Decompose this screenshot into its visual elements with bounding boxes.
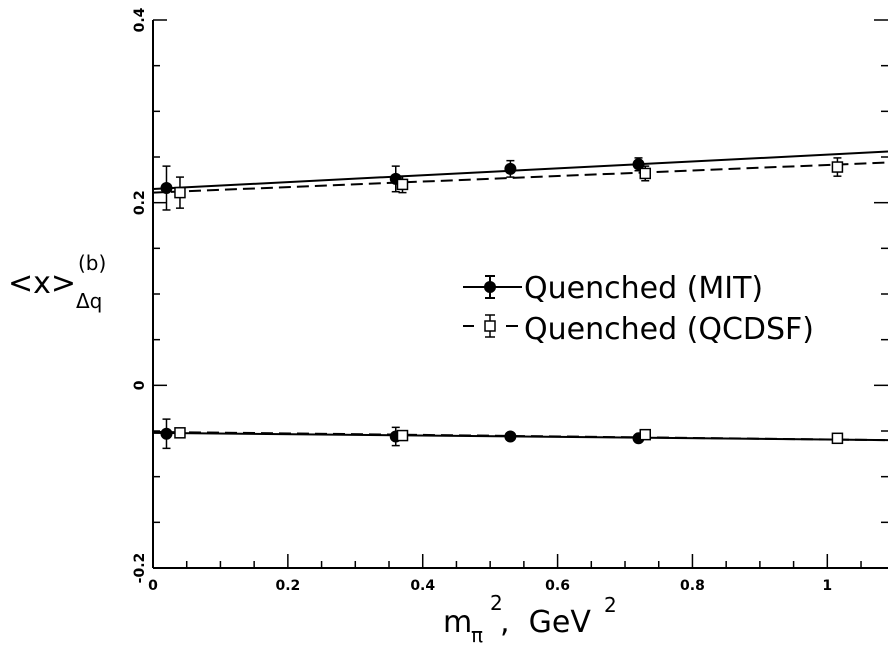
point-qcdsf	[174, 427, 186, 439]
x-label-sub: π	[471, 623, 483, 647]
point-qcdsf	[174, 176, 186, 209]
x-axis-label: m π 2 , GeV 2	[443, 591, 617, 647]
marker-square	[639, 428, 651, 441]
x-tick-label: 0.8	[680, 578, 705, 594]
point-qcdsf	[396, 429, 409, 442]
point-qcdsf	[639, 165, 651, 182]
y-axis-label: <x> Δq (b)	[8, 251, 106, 313]
x-label-main: m	[443, 605, 472, 640]
legend-entry-mit: Quenched (MIT)	[463, 271, 763, 306]
marker-square	[174, 186, 186, 199]
marker-circle	[160, 182, 173, 195]
fit-line-qcdsf	[152, 161, 888, 194]
point-mit	[160, 418, 173, 450]
x-tick-label: 0.4	[410, 578, 435, 594]
marker-circle	[160, 427, 173, 440]
legend-label-mit: Quenched (MIT)	[524, 271, 763, 306]
y-label-sup: (b)	[78, 251, 106, 275]
y-tick-label: -0.2	[132, 553, 148, 584]
point-qcdsf	[396, 175, 409, 194]
marker-circle	[504, 430, 517, 443]
point-mit	[632, 157, 645, 172]
y-label-main: <x>	[8, 266, 76, 301]
axes	[152, 19, 888, 569]
legend-marker-mit	[484, 281, 496, 293]
marker-square	[639, 167, 651, 180]
x-label-rest: , GeV	[500, 605, 591, 640]
tick-labels: 0 0.2 0.4 0.6 0.8 1-0.200.20.4	[132, 7, 832, 594]
x-tick-label: 0	[148, 578, 158, 594]
marker-square	[396, 429, 409, 442]
x-label-sup: 2	[490, 591, 503, 615]
point-mit	[160, 165, 173, 211]
point-mit	[504, 159, 517, 178]
fit-lines	[152, 150, 888, 442]
y-tick-label: 0.2	[132, 190, 148, 215]
legend-label-qcdsf: Quenched (QCDSF)	[524, 312, 814, 347]
marker-square	[174, 427, 186, 439]
point-qcdsf	[831, 157, 844, 177]
x-tick-label: 0.2	[275, 578, 300, 594]
marker-square	[396, 178, 409, 191]
y-tick-label: 0	[132, 380, 148, 390]
marker-square	[831, 161, 844, 173]
legend-entry-qcdsf: Quenched (QCDSF)	[463, 312, 814, 347]
y-tick-label: 0.4	[132, 7, 148, 32]
marker-square	[831, 432, 844, 445]
x-tick-label: 1	[822, 578, 832, 594]
x-label-rest-sup: 2	[604, 593, 617, 617]
point-qcdsf	[831, 432, 844, 445]
data-points	[160, 157, 844, 450]
y-label-sub: Δq	[76, 289, 102, 313]
marker-circle	[504, 162, 517, 175]
legend: Quenched (MIT) Quenched (QCDSF)	[463, 271, 814, 347]
x-tick-label: 0.6	[545, 578, 570, 594]
fit-line-qcdsf	[152, 430, 888, 442]
fit-line-mit	[152, 150, 888, 190]
point-mit	[504, 430, 517, 443]
marker-circle	[632, 158, 645, 171]
point-qcdsf	[639, 428, 651, 441]
legend-marker-qcdsf	[484, 320, 496, 332]
